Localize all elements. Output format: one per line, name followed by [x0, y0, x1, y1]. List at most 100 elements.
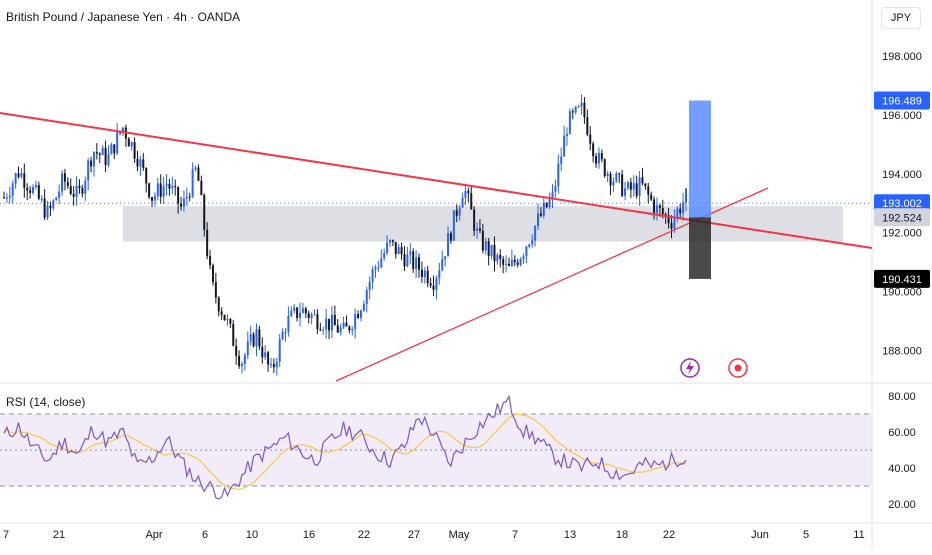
candle — [200, 175, 203, 196]
candle — [330, 306, 333, 339]
candle — [682, 192, 685, 221]
candle — [235, 338, 238, 365]
candle — [345, 315, 348, 327]
candle — [252, 332, 255, 348]
candle — [548, 192, 551, 210]
candle — [255, 323, 258, 357]
candle — [136, 150, 139, 172]
candle — [14, 172, 17, 189]
candle — [513, 255, 516, 267]
candle — [574, 105, 577, 115]
candle — [101, 145, 104, 156]
candle — [368, 276, 371, 300]
candle — [272, 358, 275, 374]
svg-text:193.002: 193.002 — [882, 198, 922, 210]
candle — [624, 181, 627, 201]
candle — [43, 189, 46, 221]
candle — [655, 197, 658, 221]
candle — [438, 262, 441, 285]
candle — [98, 152, 101, 164]
candle — [609, 171, 612, 196]
rsi-tick-label: 60.00 — [888, 427, 916, 439]
x-tick-label: 11 — [853, 529, 864, 541]
candle — [391, 239, 394, 246]
candles — [3, 94, 687, 376]
candle — [447, 226, 450, 257]
candle — [52, 198, 55, 211]
candle — [156, 178, 159, 201]
candle — [229, 317, 232, 329]
candle — [528, 243, 531, 249]
candle — [464, 183, 467, 205]
candle — [29, 186, 32, 199]
candle — [592, 141, 595, 163]
x-tick-label: 27 — [408, 529, 420, 541]
candle — [182, 190, 185, 212]
candle — [531, 234, 534, 248]
candle — [606, 171, 609, 183]
candle — [641, 167, 644, 186]
candle — [679, 203, 682, 218]
svg-text:192.524: 192.524 — [882, 212, 922, 224]
candle — [5, 192, 8, 203]
candle — [328, 318, 331, 340]
candle — [261, 337, 264, 364]
candle — [8, 186, 11, 204]
candle — [17, 166, 20, 179]
candle — [168, 178, 171, 196]
candle — [461, 192, 464, 208]
candle — [116, 123, 119, 155]
candle — [595, 152, 598, 168]
price-label: 196.489 — [874, 91, 930, 110]
candle — [525, 245, 528, 264]
candle — [519, 257, 522, 267]
candle — [275, 357, 278, 376]
candle — [493, 236, 496, 272]
candle — [290, 306, 293, 317]
candle — [336, 318, 339, 334]
candle — [397, 243, 400, 255]
currency-button[interactable]: JPY — [881, 7, 921, 29]
candle — [557, 154, 560, 194]
candle — [490, 244, 493, 260]
x-tick-label: May — [449, 529, 470, 541]
candle — [487, 237, 490, 266]
candle — [217, 295, 220, 317]
candle — [26, 183, 29, 201]
x-tick-label: 7 — [512, 529, 518, 541]
candle — [542, 197, 545, 219]
candle — [209, 249, 212, 270]
candle — [139, 155, 142, 177]
candle — [612, 177, 615, 193]
candle — [174, 179, 177, 196]
candle — [618, 172, 621, 183]
candle — [580, 94, 583, 115]
candle — [452, 210, 455, 242]
candle — [113, 144, 116, 160]
candle — [159, 174, 162, 204]
candle — [348, 325, 351, 334]
candle — [238, 350, 241, 369]
candle — [621, 170, 624, 198]
candle — [246, 331, 249, 360]
candle — [299, 302, 302, 327]
candle — [107, 145, 110, 168]
candle — [554, 179, 557, 198]
candle — [539, 206, 542, 218]
candle — [3, 191, 5, 199]
candle — [92, 151, 95, 177]
candle — [685, 188, 687, 212]
candle — [603, 158, 606, 178]
y-tick-label: 196.000 — [882, 110, 922, 122]
candle — [153, 192, 156, 207]
y-tick-label: 198.000 — [882, 51, 922, 63]
candle — [342, 316, 345, 330]
candle — [78, 179, 81, 194]
candle — [676, 206, 679, 223]
candle — [426, 266, 429, 288]
candle — [333, 305, 336, 326]
price-label: 193.002 — [874, 194, 930, 213]
x-tick-label: 21 — [53, 529, 65, 541]
